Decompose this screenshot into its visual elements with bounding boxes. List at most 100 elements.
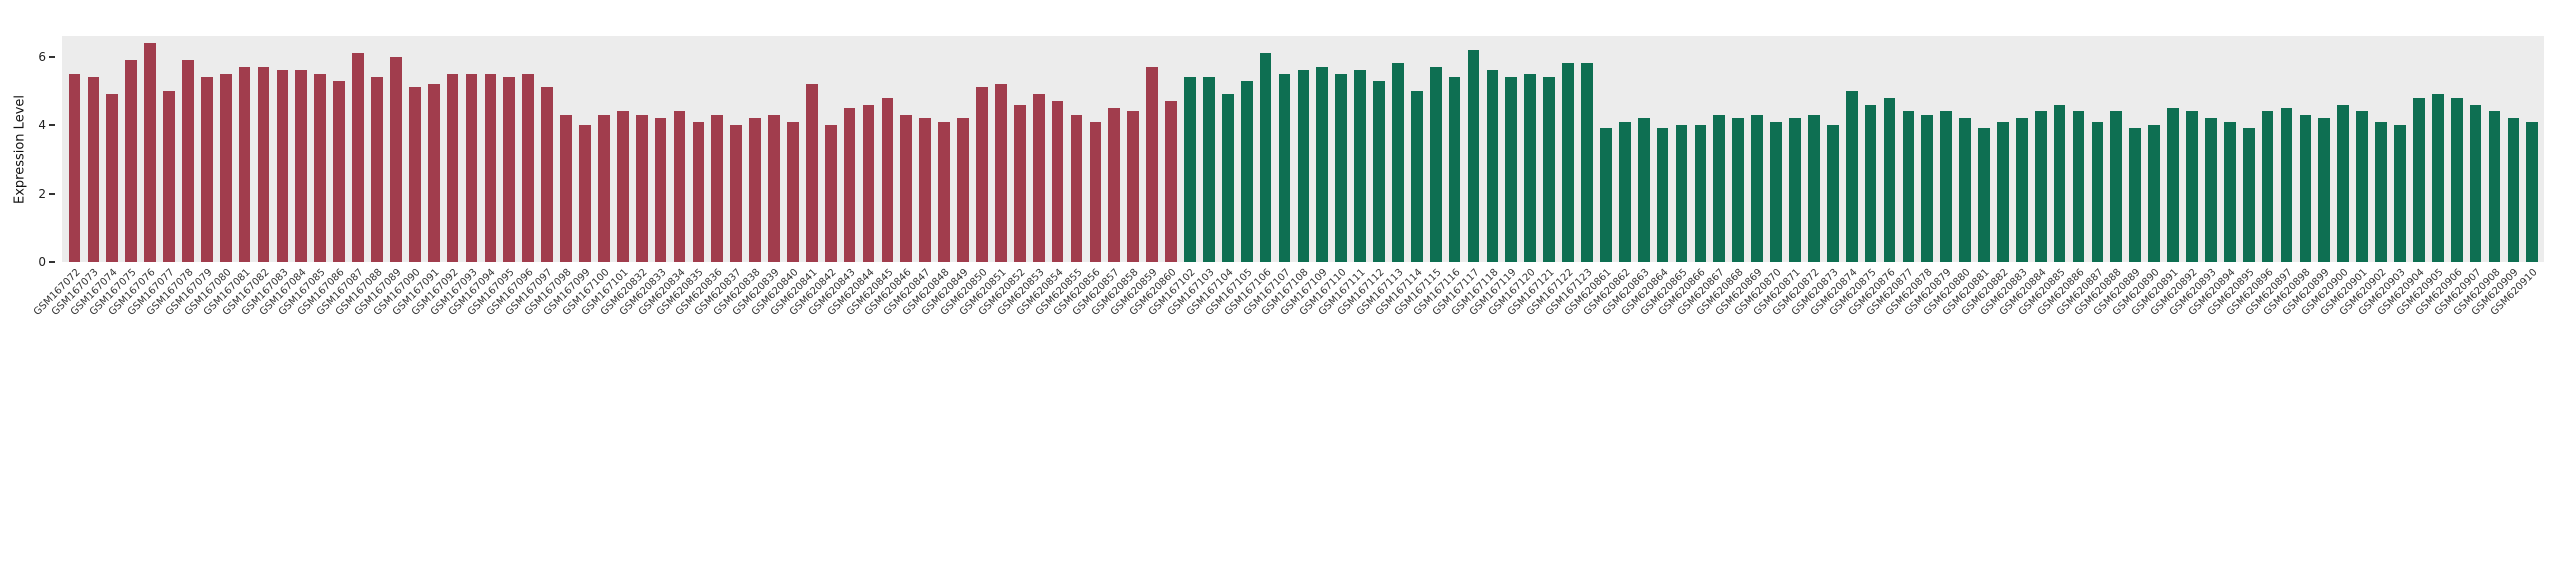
bar-GSM620847 (919, 118, 932, 262)
bar-slot (1653, 36, 1672, 262)
bar-slot (122, 36, 141, 262)
bar-slot (802, 36, 821, 262)
bar-GSM167106 (1259, 53, 1272, 262)
bar-slot (273, 36, 292, 262)
bar-slot (1218, 36, 1237, 262)
bar-GSM167112 (1373, 80, 1385, 262)
bar-GSM620909 (2507, 118, 2520, 262)
bar-slot (292, 36, 311, 262)
bar-GSM620861 (1600, 128, 1612, 262)
bar-slot (2353, 36, 2372, 262)
y-tick-mark (49, 124, 55, 127)
bar-GSM167095 (503, 77, 516, 262)
bar-slot (670, 36, 689, 262)
bar-GSM167113 (1392, 63, 1404, 262)
bar-slot (254, 36, 273, 262)
bar-GSM167109 (1316, 66, 1329, 262)
bar-slot (1388, 36, 1407, 262)
bar-GSM620876 (1883, 97, 1896, 262)
bar-GSM620834 (673, 111, 686, 262)
bar-GSM620899 (2318, 118, 2331, 262)
bar-slot (1691, 36, 1710, 262)
bar-GSM620870 (1770, 121, 1782, 262)
bar-slot (2334, 36, 2353, 262)
bar-slot (1842, 36, 1861, 262)
bar-GSM167121 (1543, 77, 1555, 262)
bar-slot (575, 36, 594, 262)
bar-slot (1804, 36, 1823, 262)
bar-slot (1578, 36, 1597, 262)
bar-slot (1615, 36, 1634, 262)
bar-slot (2277, 36, 2296, 262)
bar-slot (235, 36, 254, 262)
bar-GSM620893 (2205, 118, 2217, 262)
bar-slot (349, 36, 368, 262)
bar-GSM167115 (1429, 66, 1442, 262)
bar-slot (1672, 36, 1691, 262)
bar-GSM620837 (730, 125, 743, 262)
bar-GSM620885 (2053, 104, 2066, 262)
bar-slot (1086, 36, 1105, 262)
bar-GSM620851 (995, 83, 1007, 262)
bar-slot (2390, 36, 2409, 262)
bar-slot (557, 36, 576, 262)
bar-GSM620895 (2242, 128, 2255, 262)
bar-slot (1956, 36, 1975, 262)
bar-slot (783, 36, 802, 262)
bar-slot (462, 36, 481, 262)
bar-GSM620883 (2015, 118, 2028, 262)
y-axis: 0 2 4 6 (0, 36, 62, 269)
bar-slot (746, 36, 765, 262)
bar-GSM620846 (900, 114, 913, 262)
bar-GSM167075 (125, 59, 138, 262)
y-tick-label: 0 (38, 255, 46, 269)
bar-slot (2145, 36, 2164, 262)
bar-GSM167085 (314, 73, 327, 262)
y-tick-mark (49, 261, 55, 263)
bar-GSM620886 (2072, 111, 2085, 262)
bar-slot (1918, 36, 1937, 262)
bar-GSM620867 (1713, 114, 1726, 262)
bar-slot (594, 36, 613, 262)
bar-slot (197, 36, 216, 262)
bar-GSM620873 (1826, 125, 1839, 262)
bar-GSM620869 (1751, 114, 1763, 262)
bar-slot (2031, 36, 2050, 262)
bar-GSM167110 (1335, 73, 1348, 262)
bar-GSM620874 (1845, 90, 1858, 262)
bar-GSM167101 (616, 111, 629, 262)
bar-slot (1634, 36, 1653, 262)
bar-GSM167074 (106, 94, 119, 262)
bar-GSM620900 (2337, 104, 2350, 262)
bar-GSM620906 (2450, 97, 2463, 262)
bar-slot (1540, 36, 1559, 262)
bar-slot (954, 36, 973, 262)
bar-slot (973, 36, 992, 262)
bar-slot (178, 36, 197, 262)
bar-GSM620908 (2488, 111, 2501, 262)
bar-slot (1767, 36, 1786, 262)
bar-GSM620894 (2223, 121, 2236, 262)
y-tick-mark (49, 192, 55, 195)
bar-slot (840, 36, 859, 262)
bar-slot (2447, 36, 2466, 262)
bar-GSM620907 (2469, 104, 2482, 262)
bar-GSM167093 (465, 73, 478, 262)
bar-slot (1426, 36, 1445, 262)
bar-slot (1105, 36, 1124, 262)
bar-slot (2201, 36, 2220, 262)
bar-slot (1483, 36, 1502, 262)
bar-GSM620854 (1051, 101, 1064, 262)
bar-slot (538, 36, 557, 262)
bar-slot (2504, 36, 2523, 262)
bar-GSM620904 (2412, 97, 2425, 262)
bar-slot (821, 36, 840, 262)
bar-slot (727, 36, 746, 262)
bar-slot (1748, 36, 1767, 262)
bar-GSM167096 (522, 73, 535, 262)
bar-GSM167105 (1240, 80, 1253, 262)
bar-slot (2107, 36, 2126, 262)
bar-slot (1937, 36, 1956, 262)
y-tick-label: 2 (38, 186, 46, 201)
bar-slot (991, 36, 1010, 262)
